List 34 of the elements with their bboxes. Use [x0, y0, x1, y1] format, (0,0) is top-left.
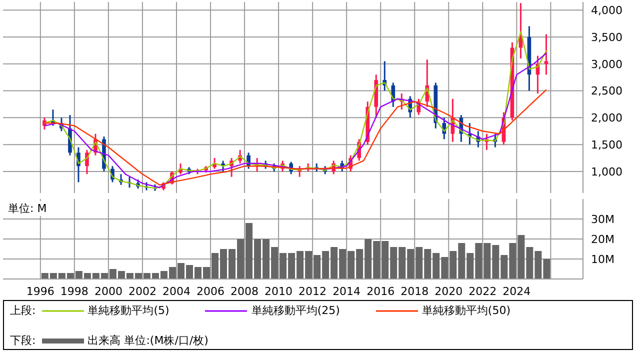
y-tick-label: 10M [591, 252, 614, 266]
legend-label: 出来高 単位:(M株/口/枚) [88, 333, 208, 348]
legend-label: 単純移動平均(50) [422, 303, 510, 318]
x-tick-label: 2004 [162, 284, 190, 298]
candlestick [544, 34, 548, 76]
y-tick-label: 1,000 [591, 165, 622, 178]
x-tick-label: 2020 [434, 284, 463, 298]
x-tick-label: 1998 [60, 284, 88, 298]
x-tick-label: 2024 [502, 284, 531, 298]
y-tick-label: 3,000 [591, 58, 622, 71]
x-tick-label: 2014 [332, 284, 361, 298]
y-tick-label: 30M [591, 212, 614, 226]
y-tick-label: 2,500 [591, 84, 622, 98]
x-tick-label: 2000 [94, 284, 122, 298]
legend-title: 上段: [10, 303, 36, 318]
legend-title: 下段: [10, 333, 36, 348]
x-tick-label: 2016 [366, 284, 395, 298]
x-tick-label: 2008 [230, 284, 259, 298]
y-axis-title: 単位: M [8, 201, 47, 216]
y-tick-label: 1,500 [591, 138, 622, 152]
x-tick-label: 2010 [264, 284, 293, 298]
y-tick-label: 3,500 [591, 30, 622, 44]
x-tick-label: 2012 [298, 284, 327, 298]
x-tick-label: 2002 [128, 284, 156, 298]
x-tick-label: 2018 [400, 284, 429, 298]
y-tick-label: 20M [591, 232, 614, 246]
x-tick-label: 1996 [26, 284, 54, 298]
y-tick-label: 4,000 [591, 4, 622, 17]
legend-label: 単純移動平均(25) [251, 303, 340, 318]
legend-label: 単純移動平均(5) [88, 303, 170, 318]
x-tick-label: 2022 [468, 284, 497, 298]
line-series [44, 89, 548, 186]
x-tick-label: 2006 [196, 284, 225, 298]
y-tick-label: 2,000 [591, 112, 622, 125]
